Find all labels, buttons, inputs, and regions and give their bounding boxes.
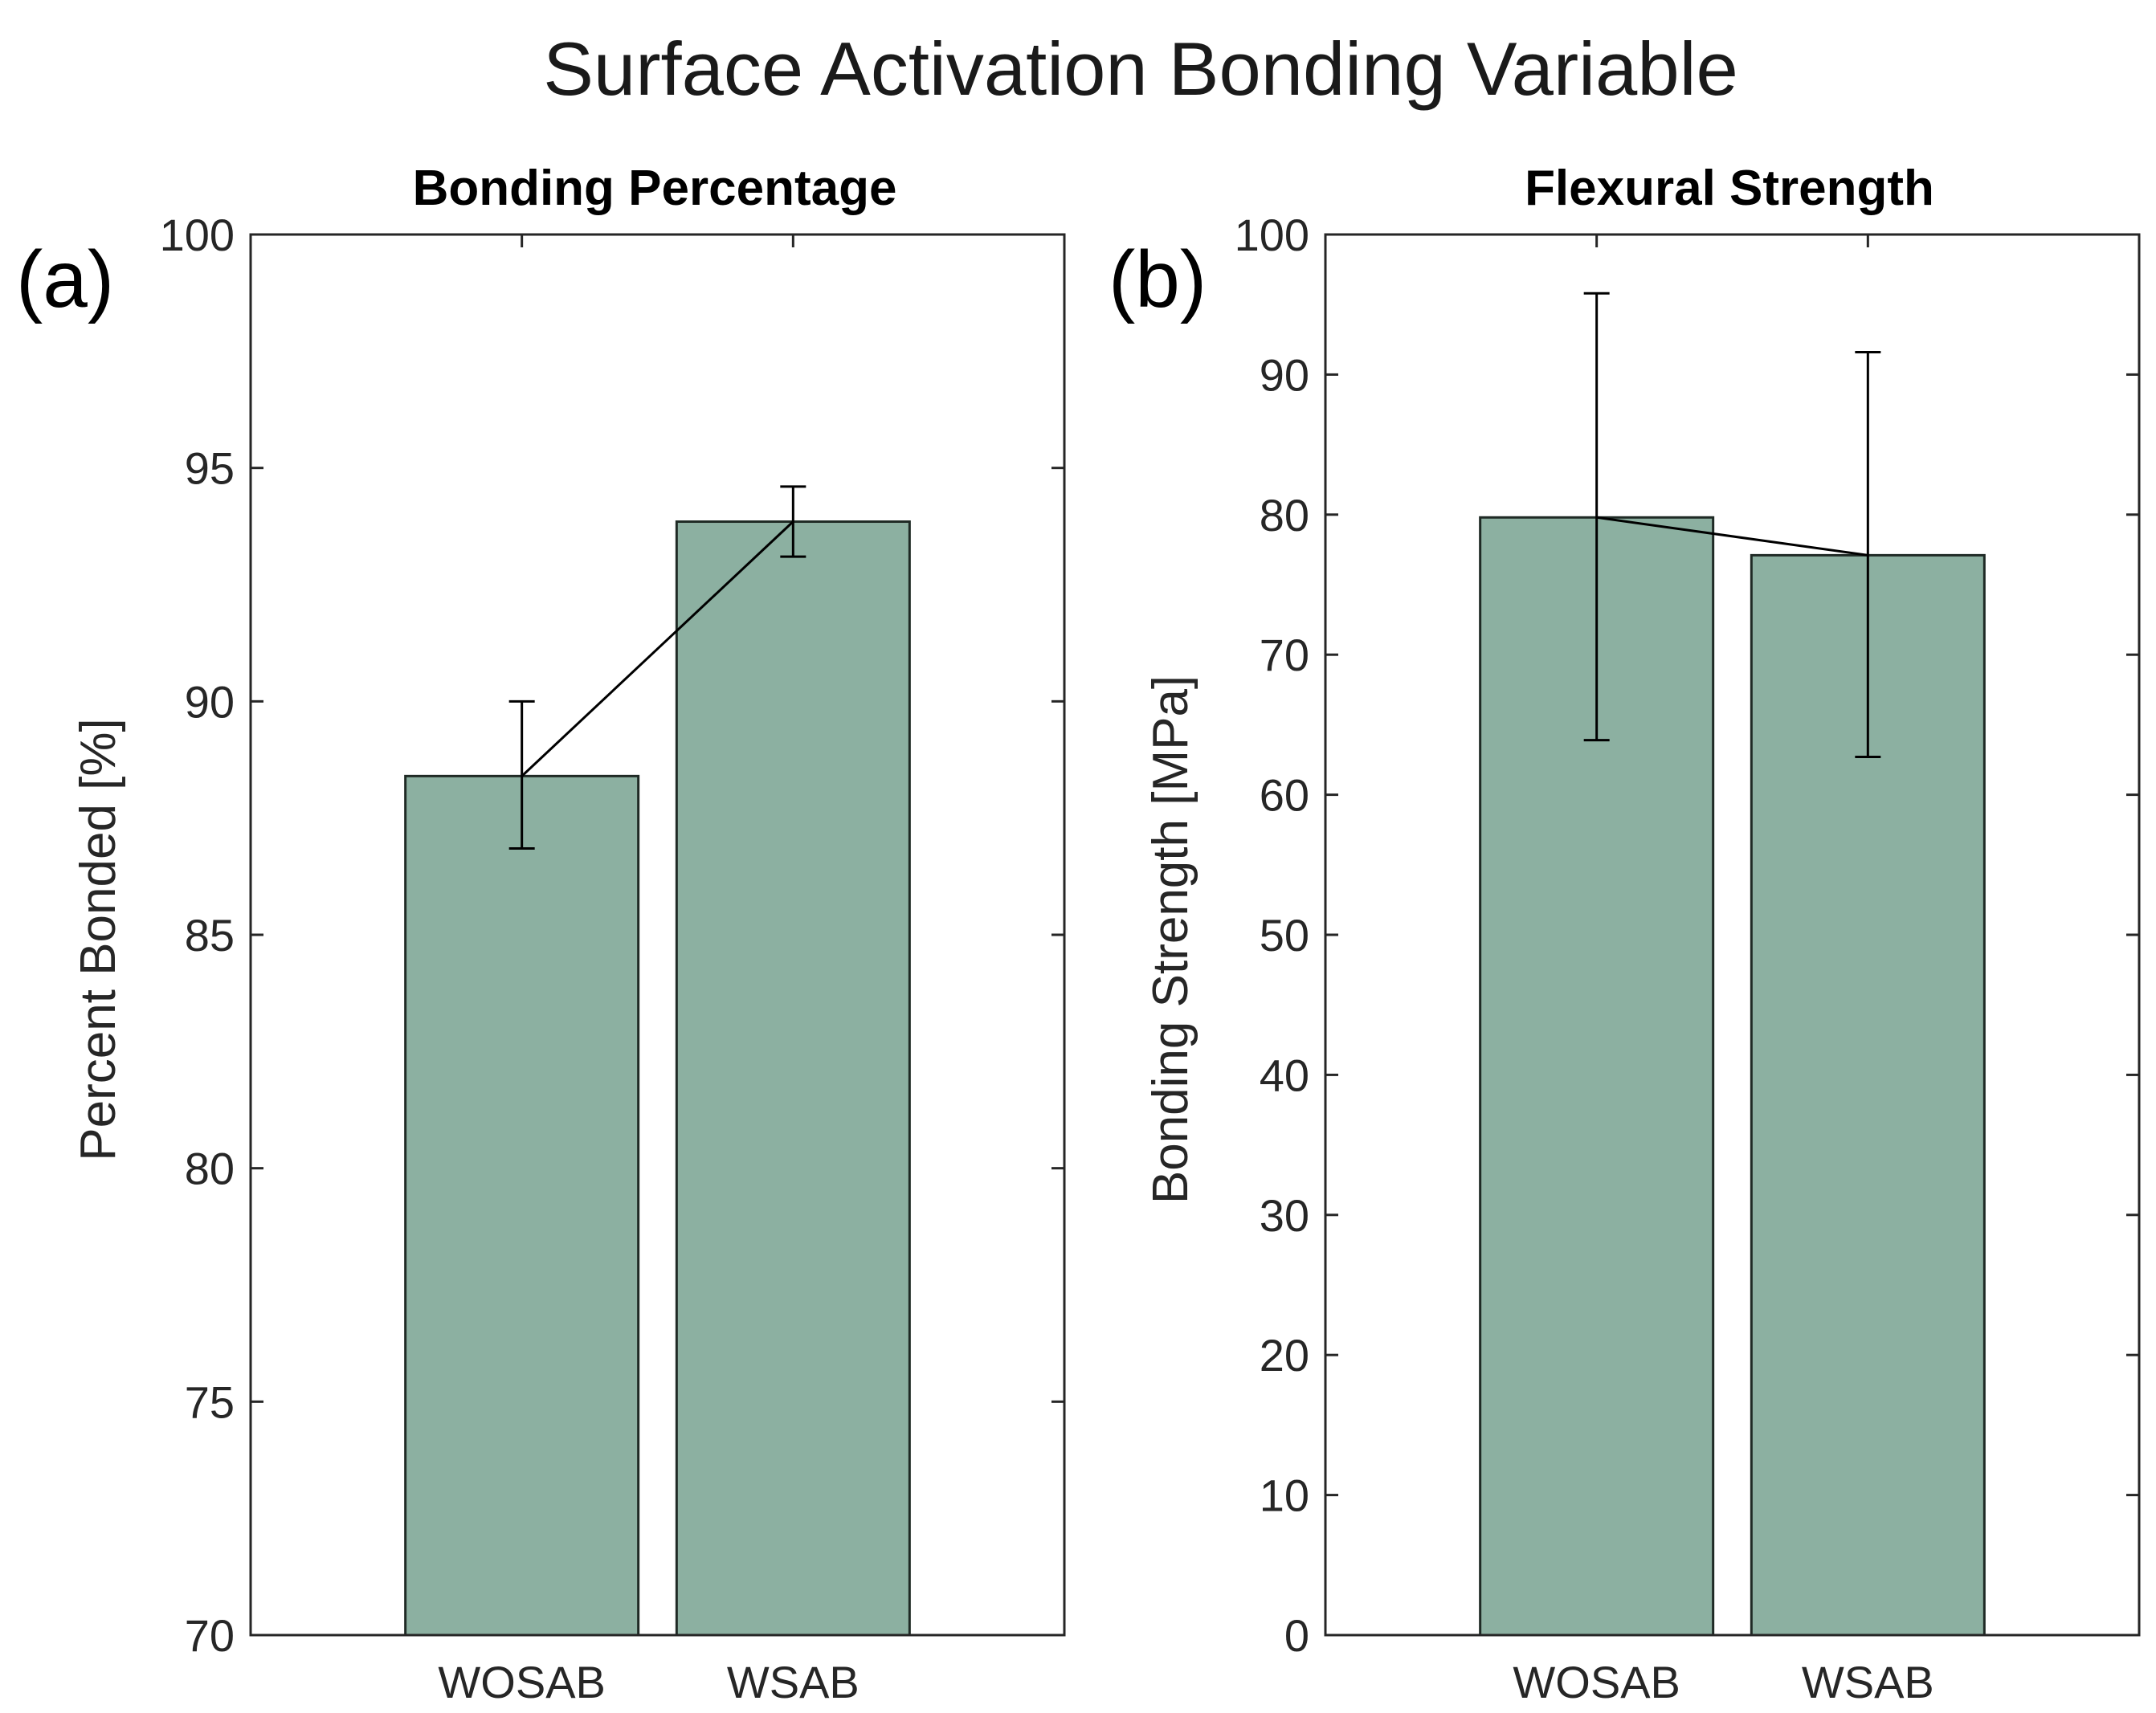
xtick-label: WOSAB	[1513, 1657, 1680, 1707]
ytick-label: 50	[1260, 910, 1309, 961]
bar-a-wosab	[404, 774, 640, 1637]
ytick-label: 80	[185, 1144, 235, 1194]
ytick-label: 70	[185, 1610, 235, 1661]
ytick-label: 90	[1260, 349, 1309, 400]
ytick-label: 10	[1260, 1470, 1309, 1521]
ytick-label: 100	[1235, 210, 1309, 260]
panel-b-ylabel: Bonding Strength [MPa]	[1143, 675, 1198, 1204]
ytick-label: 100	[160, 210, 235, 260]
panel-label-b: (b)	[1109, 235, 1207, 324]
trend-line	[521, 520, 794, 777]
panel-a: (a) Bonding Percentage Percent Bonded [%…	[16, 161, 1066, 1707]
panel-a-title: Bonding Percentage	[413, 161, 897, 216]
panel-b-axes	[1324, 233, 2141, 1637]
ytick-label: 20	[1260, 1330, 1309, 1381]
ytick-label: 40	[1260, 1050, 1309, 1100]
ytick-label: 30	[1260, 1190, 1309, 1241]
xtick-label: WSAB	[1802, 1657, 1934, 1707]
panel-a-ylabel: Percent Bonded [%]	[71, 718, 126, 1160]
xtick-label: WSAB	[727, 1657, 860, 1707]
panel-b-title: Flexural Strength	[1525, 161, 1934, 216]
ytick-label: 60	[1260, 770, 1309, 821]
ytick-label: 0	[1284, 1610, 1309, 1661]
ytick-label: 75	[185, 1377, 235, 1427]
panel-label-a: (a)	[16, 235, 114, 324]
trend-line	[1596, 516, 1868, 557]
panel-a-axes	[249, 233, 1066, 1637]
ytick-label: 80	[1260, 490, 1309, 540]
bar-a-wsab	[675, 520, 911, 1637]
ytick-label: 70	[1260, 630, 1309, 680]
ytick-label: 85	[185, 910, 235, 961]
panel-b: (b) Flexural Strength Bonding Strength […	[1109, 161, 2141, 1707]
xtick-label: WOSAB	[438, 1657, 605, 1707]
ytick-label: 90	[185, 676, 235, 727]
ytick-label: 95	[185, 443, 235, 494]
figure-title: Surface Activation Bonding Variable	[543, 27, 1738, 111]
